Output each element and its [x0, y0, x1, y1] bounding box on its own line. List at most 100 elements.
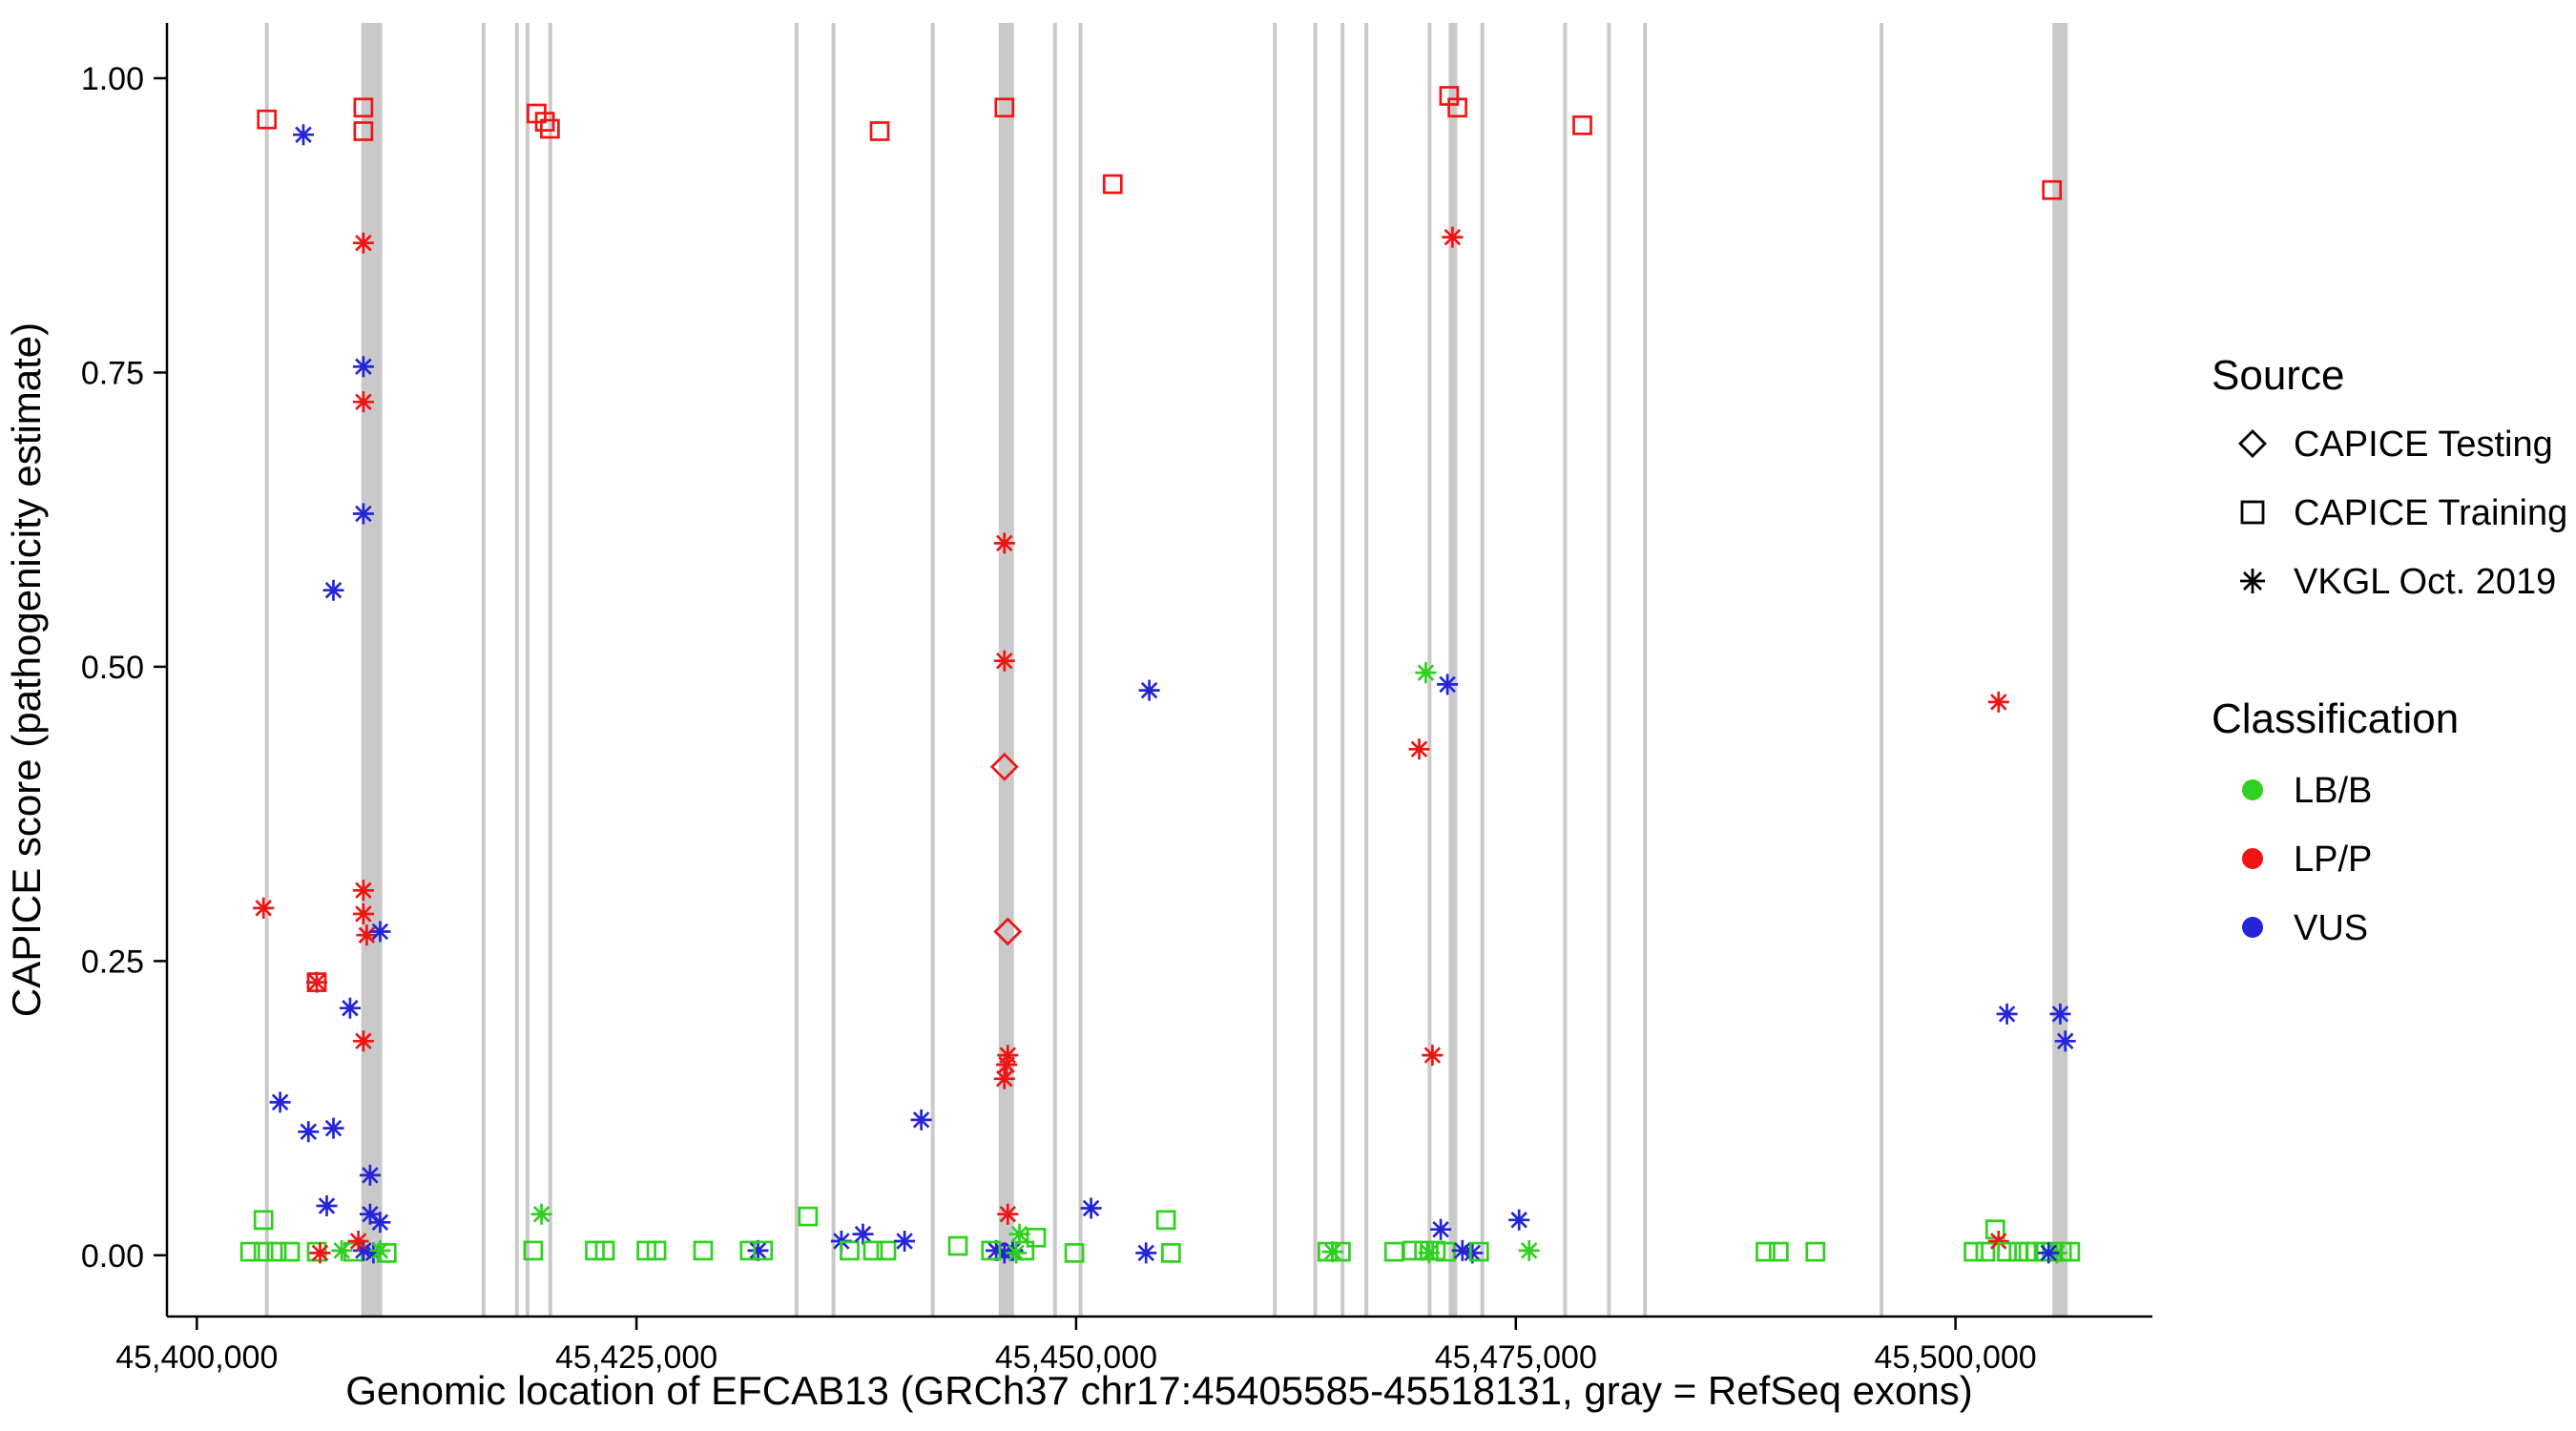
square-point [1102, 174, 1123, 195]
asterisk-point [1430, 1218, 1452, 1240]
asterisk-point [2054, 1030, 2076, 1052]
square-point [1805, 1241, 1826, 1262]
square-point [1064, 1243, 1085, 1263]
asterisk-point [1508, 1209, 1530, 1231]
square-point [798, 1206, 819, 1227]
square-point [2008, 1241, 2029, 1262]
asterisk-point [1080, 1197, 1102, 1219]
asterisk-point [747, 1239, 769, 1261]
square-point [2042, 179, 2063, 200]
square-point [239, 1241, 260, 1262]
square-point [1331, 1241, 1351, 1262]
y-tick-label: 0.50 [81, 650, 144, 686]
square-point [1468, 1241, 1489, 1262]
asterisk-point [1437, 674, 1459, 695]
vus-color-dot-icon [2242, 917, 2263, 938]
square-point [1026, 1227, 1047, 1248]
asterisk-point [1462, 1242, 1484, 1264]
asterisk-point [993, 1068, 1015, 1089]
asterisk-point [1008, 1223, 1030, 1245]
square-point [1014, 1240, 1035, 1261]
square-point [981, 1240, 1002, 1261]
x-axis-title: Genomic location of EFCAB13 (GRCh37 chr1… [345, 1368, 1973, 1413]
asterisk-point [322, 1117, 344, 1139]
legend-classification-title: Classification [2212, 695, 2459, 742]
square-point [1984, 1219, 2005, 1240]
asterisk-point [1408, 738, 1430, 760]
asterisk-point [1138, 679, 1160, 701]
exons-layer [264, 23, 2068, 1317]
asterisk-point [306, 971, 327, 993]
square-point [280, 1241, 301, 1262]
square-point [1572, 114, 1592, 135]
square-point [862, 1240, 883, 1261]
asterisk-point [2049, 1003, 2071, 1025]
asterisk-point [309, 1242, 331, 1264]
square-point [1755, 1241, 1776, 1262]
asterisk-point [352, 880, 374, 902]
asterisk-point [352, 356, 374, 378]
asterisk-point [316, 1195, 338, 1216]
square-point [534, 112, 555, 132]
square-point [594, 1240, 615, 1261]
asterisk-point [1415, 662, 1437, 684]
square-point [353, 121, 374, 141]
asterisk-point [986, 1239, 1008, 1261]
asterisk-point [1518, 1239, 1540, 1261]
square-point [253, 1241, 274, 1262]
asterisk-point [369, 921, 391, 943]
square-point [753, 1240, 774, 1261]
asterisk-point [352, 903, 374, 924]
legend-source-title: Source [2212, 352, 2344, 399]
square-point [257, 109, 278, 130]
asterisk-point [352, 503, 374, 525]
asterisk-point [359, 1203, 381, 1225]
square-point [353, 97, 374, 118]
asterisk-point [1987, 691, 2009, 713]
square-point [1963, 1241, 1984, 1262]
asterisk-point [322, 579, 344, 601]
square-point [1402, 1240, 1423, 1261]
diamond-icon [2238, 429, 2267, 458]
y-tick-label: 0.00 [81, 1238, 144, 1275]
axes-layer: 45,400,000 45,425,000 45,450,000 45,475,000… [81, 23, 2152, 1376]
diamond-point [989, 752, 1019, 781]
asterisk-point [1422, 1045, 1444, 1067]
square-point [523, 1240, 544, 1261]
square-point [376, 1243, 397, 1263]
asterisk-point [352, 232, 374, 254]
x-tick-label: 45,425,000 [555, 1339, 717, 1376]
asterisk-point [996, 1054, 1018, 1075]
x-tick-label: 45,400,000 [115, 1339, 278, 1376]
asterisk-point [1418, 1242, 1440, 1264]
legend-item-label: LP/P [2294, 840, 2372, 880]
square-point [1769, 1241, 1789, 1262]
asterisk-point [331, 1239, 353, 1261]
asterisk-point [359, 1164, 381, 1186]
asterisk-point [993, 1242, 1015, 1264]
square-point [1383, 1241, 1404, 1262]
asterisk-point [894, 1231, 916, 1252]
legend-item-label: VKGL Oct. 2019 [2294, 562, 2556, 602]
diamond-point [993, 917, 1023, 946]
square-point [994, 97, 1015, 118]
asterisk-point [352, 1239, 374, 1261]
y-tick-label: 0.75 [81, 356, 144, 392]
points-layer [239, 86, 2081, 1264]
asterisk-point [339, 997, 361, 1019]
y-axis-title: CAPICE score (pathogenicity estimate) [4, 322, 49, 1017]
asterisk-point [2038, 1242, 2060, 1264]
square-point [1155, 1210, 1176, 1231]
asterisk-point [910, 1109, 932, 1130]
square-point [636, 1240, 656, 1261]
asterisk-point [347, 1231, 369, 1252]
asterisk-point [993, 532, 1015, 554]
square-point [876, 1240, 897, 1261]
square-point [1425, 1240, 1446, 1261]
lpp-color-dot-icon [2242, 848, 2263, 869]
asterisk-point [1451, 1239, 1473, 1261]
x-tick-label: 45,500,000 [1875, 1339, 2037, 1376]
legend-item-label: CAPICE Testing [2294, 425, 2553, 465]
